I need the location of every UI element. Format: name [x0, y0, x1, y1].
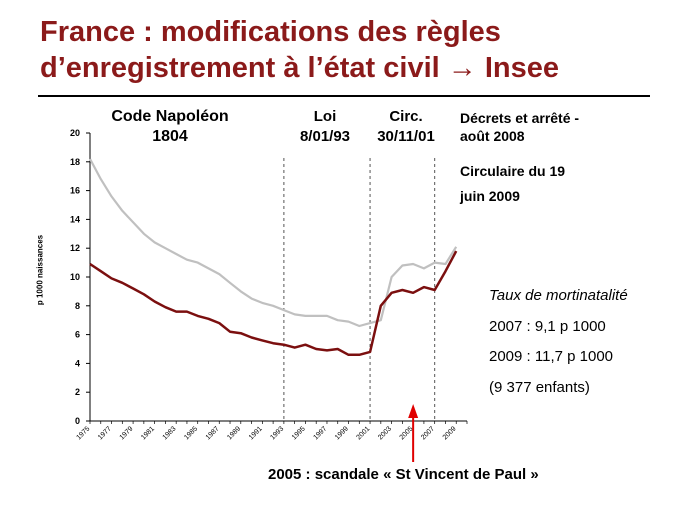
x-tick-label: 1993 — [269, 425, 285, 441]
header-decrets: Décrets et arrêté - août 2008 — [460, 110, 580, 144]
taux-enfants: (9 377 enfants) — [489, 379, 590, 396]
x-tick-label: 1983 — [162, 425, 178, 441]
scandale-arrow-icon — [408, 404, 419, 418]
y-tick-label: 10 — [70, 272, 80, 282]
x-tick-label: 2003 — [377, 425, 393, 441]
x-tick-label: 1975 — [75, 425, 91, 441]
y-tick-label: 18 — [70, 157, 80, 167]
y-tick-label: 2 — [75, 387, 80, 397]
y-tick-label: 8 — [75, 301, 80, 311]
header-circ: Circ. 30/11/01 — [377, 108, 435, 145]
x-tick-label: 1979 — [119, 425, 135, 441]
y-tick-label: 16 — [70, 186, 80, 196]
y-tick-label: 20 — [70, 128, 80, 138]
scandale-note: 2005 : scandale « St Vincent de Paul » — [268, 466, 539, 483]
x-tick-label: 1991 — [248, 425, 264, 441]
x-tick-label: 2009 — [442, 425, 458, 441]
title-divider — [38, 95, 650, 97]
series-line-main — [89, 250, 458, 357]
slide-title: France : modifications des règles d’enre… — [40, 16, 559, 84]
y-tick-label: 4 — [75, 358, 80, 368]
series-line-light — [89, 158, 458, 328]
x-tick-label: 1977 — [97, 425, 113, 441]
x-tick-label: 1995 — [291, 425, 307, 441]
header-loi: Loi 8/01/93 — [299, 108, 351, 145]
y-tick-label: 6 — [75, 330, 80, 340]
header-circulaire: Circulaire du 19 juin 2009 — [460, 163, 566, 204]
x-tick-label: 1981 — [140, 425, 156, 441]
x-tick-label: 2007 — [420, 425, 436, 441]
y-tick-label: 0 — [75, 416, 80, 426]
taux-title: Taux de mortinatalité — [489, 287, 628, 304]
y-tick-label: 14 — [70, 214, 80, 224]
taux-2007: 2007 : 9,1 p 1000 — [489, 318, 606, 335]
header-code-napoleon: Code Napoléon 1804 — [111, 108, 229, 145]
x-tick-label: 1999 — [334, 425, 350, 441]
taux-2009: 2009 : 11,7 p 1000 — [489, 348, 613, 365]
x-tick-label: 1985 — [183, 425, 199, 441]
x-tick-label: 1997 — [312, 425, 328, 441]
x-tick-label: 1989 — [226, 425, 242, 441]
y-tick-label: 12 — [70, 243, 80, 253]
x-tick-label: 1987 — [205, 425, 221, 441]
x-tick-label: 2001 — [356, 425, 372, 441]
